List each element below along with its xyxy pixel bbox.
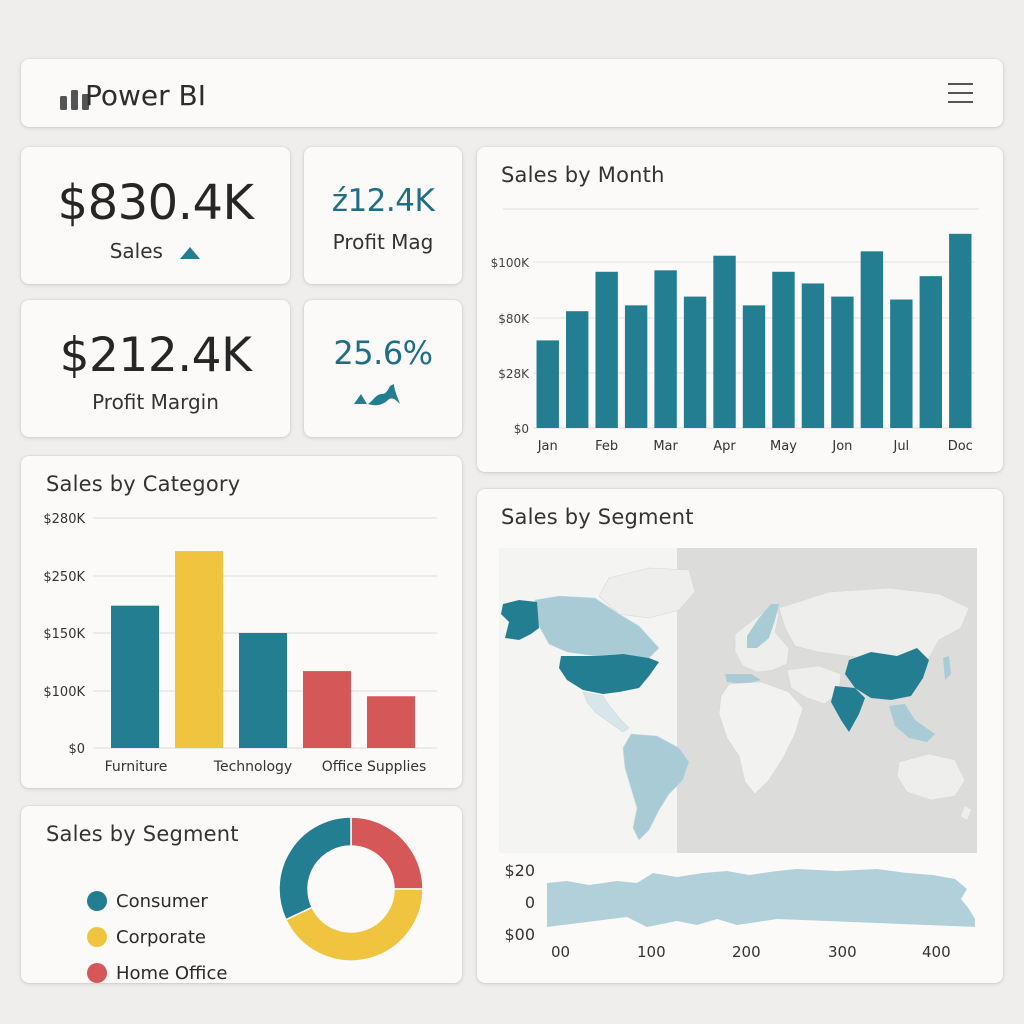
map-region-china[interactable] xyxy=(845,648,929,700)
y-tick-label: $0 xyxy=(514,422,529,436)
legend-item-home-office[interactable]: Home Office xyxy=(87,955,227,991)
kpi-card-profit-margin[interactable]: $212.4K Profit Margin xyxy=(21,300,290,437)
legend-dot-corporate xyxy=(87,927,107,947)
legend-dot-consumer xyxy=(87,891,107,911)
map-x-tick: 100 xyxy=(637,943,666,961)
hamburger-menu-icon[interactable] xyxy=(947,81,975,105)
sales-by-segment-donut-card: Sales by Segment Consumer Corporate Home… xyxy=(21,806,462,984)
month-bar xyxy=(890,299,913,428)
month-bar xyxy=(595,271,618,428)
kpi-profit-margin-value: $212.4K xyxy=(59,328,252,383)
map-bottom-chart xyxy=(547,869,977,933)
donut-slice xyxy=(284,888,424,962)
sales-by-category-chart: $280K $250K $150K $100K $0 Furniture Technolog… xyxy=(43,512,437,775)
map-y-tick: $00 xyxy=(504,925,535,944)
x-tick-label: Jul xyxy=(892,439,909,454)
x-tick-label: Jan xyxy=(537,439,558,454)
kpi-profit-mag-value: ź12.4K xyxy=(331,183,435,219)
y-tick-label: $28K xyxy=(498,367,530,381)
category-bar xyxy=(239,633,287,748)
sales-by-segment-map-card: Sales by Segment xyxy=(477,489,1003,983)
bar-chart-icon xyxy=(60,90,89,110)
month-bar xyxy=(831,296,854,428)
legend-item-consumer[interactable]: Consumer xyxy=(87,883,227,919)
app-title: Power BI xyxy=(85,79,207,112)
legend-dot-home-office xyxy=(87,963,107,983)
month-bar xyxy=(536,340,559,428)
category-bar xyxy=(303,671,351,748)
x-tick-label: Mar xyxy=(653,439,678,454)
month-bar xyxy=(713,255,736,428)
category-bar xyxy=(367,696,415,748)
month-bar xyxy=(919,276,942,428)
x-tick-label: May xyxy=(770,439,797,454)
triangle-up-icon xyxy=(180,246,201,259)
x-tick-label: Apr xyxy=(713,439,736,454)
legend-label-corporate: Corporate xyxy=(116,926,206,948)
month-bar xyxy=(860,251,884,428)
month-bar xyxy=(654,270,677,428)
segment-legend: Consumer Corporate Home Office xyxy=(87,883,227,991)
kpi-sales-label-text: Sales xyxy=(109,239,163,263)
map-y-tick: $20 xyxy=(504,861,535,880)
y-tick-label: $100K xyxy=(491,256,531,270)
map-x-tick: 00 xyxy=(551,943,571,961)
x-tick-label: Furniture xyxy=(105,759,168,775)
sales-by-category-card: Sales by Category $280K $250K $150K $100K $0… xyxy=(21,456,462,788)
y-tick-label: $80K xyxy=(498,312,530,326)
kpi-card-profit-mag[interactable]: ź12.4K Profit Mag xyxy=(304,147,462,284)
month-bar xyxy=(566,311,589,428)
map-region-india[interactable] xyxy=(831,686,865,732)
x-tick-label: Feb xyxy=(595,439,618,454)
y-tick-label: $150K xyxy=(43,627,85,642)
sales-by-month-title: Sales by Month xyxy=(501,163,665,187)
sales-by-segment-donut-title: Sales by Segment xyxy=(46,822,239,846)
y-tick-label: $100K xyxy=(43,685,85,700)
donut-slice xyxy=(350,816,424,890)
sales-by-category-title: Sales by Category xyxy=(46,472,241,496)
month-bar xyxy=(801,283,825,428)
x-tick-label: Doc xyxy=(948,439,973,454)
world-map[interactable] xyxy=(499,548,977,853)
map-y-tick: 0 xyxy=(524,893,535,912)
kpi-percent-value: 25.6% xyxy=(333,334,433,372)
sparkline-up-icon xyxy=(354,384,400,406)
donut-slice xyxy=(278,816,352,921)
legend-label-consumer: Consumer xyxy=(116,890,208,912)
y-tick-label: $0 xyxy=(68,742,85,757)
map-region-alaska[interactable] xyxy=(501,600,539,640)
legend-label-home-office: Home Office xyxy=(116,962,228,984)
segment-donut-chart xyxy=(278,816,424,962)
map-region-usa[interactable] xyxy=(559,654,659,694)
kpi-card-sales[interactable]: $830.4K Sales xyxy=(21,147,290,284)
map-x-tick: 400 xyxy=(922,943,951,961)
kpi-profit-mag-label: Profit Mag xyxy=(332,230,434,254)
x-tick-label: Jon xyxy=(831,439,852,454)
map-y-axis: $20 0 $00 xyxy=(503,855,535,951)
header-bar: Power BI xyxy=(21,59,1003,127)
month-bar xyxy=(949,233,972,428)
kpi-profit-margin-label: Profit Margin xyxy=(92,390,219,414)
map-x-tick: 200 xyxy=(732,943,761,961)
map-x-tick: 300 xyxy=(828,943,857,961)
month-bar xyxy=(624,305,648,428)
x-tick-label: Technology xyxy=(213,759,292,775)
category-bar xyxy=(175,551,223,748)
sales-by-month-chart: $100K $80K $28K $0 Jan Feb Mar Apr May Jon Jul Doc xyxy=(491,208,979,454)
kpi-sales-value: $830.4K xyxy=(57,175,254,231)
kpi-card-percent[interactable]: 25.6% xyxy=(304,300,462,437)
sales-by-month-card: Sales by Month $100K $80K $28K $0 Jan Feb Mar A… xyxy=(477,147,1003,472)
month-bar xyxy=(772,271,795,428)
kpi-sales-label: Sales xyxy=(21,239,290,263)
y-tick-label: $280K xyxy=(43,512,85,527)
month-bar xyxy=(742,305,766,428)
sales-by-segment-map-title: Sales by Segment xyxy=(501,505,694,529)
category-bar xyxy=(111,605,159,748)
y-tick-label: $250K xyxy=(43,570,85,585)
month-bar xyxy=(683,296,707,428)
legend-item-corporate[interactable]: Corporate xyxy=(87,919,227,955)
x-tick-label: Office Supplies xyxy=(322,759,427,775)
